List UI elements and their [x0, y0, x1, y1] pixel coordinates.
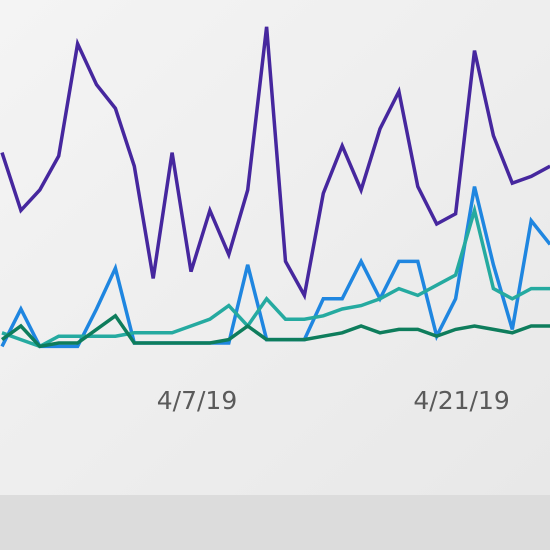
- line-series: [0, 313, 550, 349]
- screen: [0, 0, 550, 495]
- screen-edge: [0, 495, 550, 550]
- line-series: [0, 26, 550, 301]
- x-tick-label: 4/7/19: [157, 386, 237, 415]
- x-tick-label: 4/21/19: [413, 386, 509, 415]
- line-series: [1, 203, 550, 349]
